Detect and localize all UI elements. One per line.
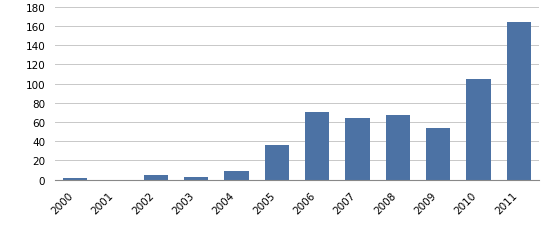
- Bar: [507, 23, 531, 180]
- Bar: [426, 128, 450, 180]
- Bar: [345, 119, 370, 180]
- Bar: [224, 172, 249, 180]
- Bar: [265, 146, 289, 180]
- Bar: [466, 79, 491, 180]
- Bar: [63, 178, 87, 180]
- Bar: [386, 116, 410, 180]
- Bar: [305, 113, 329, 180]
- Bar: [184, 177, 208, 180]
- Bar: [144, 175, 168, 180]
